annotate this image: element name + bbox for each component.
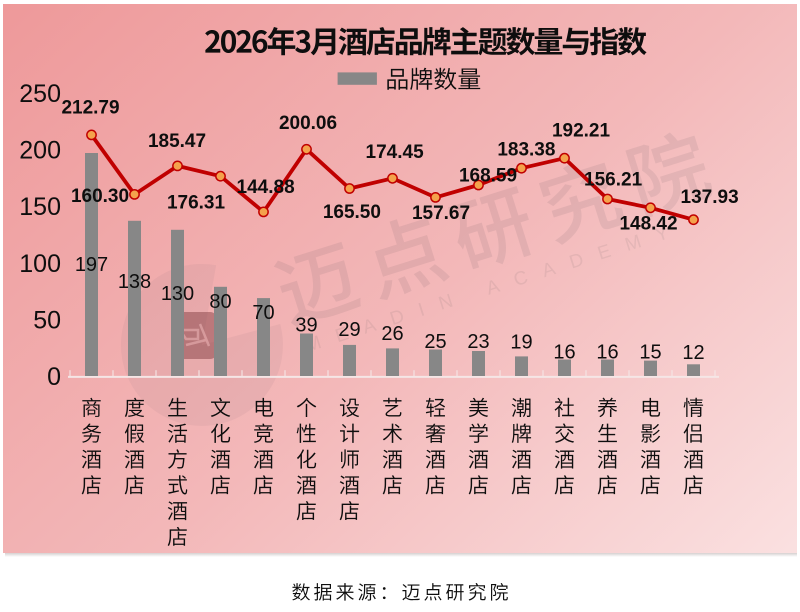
svg-text:160.30: 160.30 [71, 186, 129, 207]
svg-text:0: 0 [47, 363, 61, 391]
svg-text:15: 15 [639, 342, 661, 364]
svg-text:80: 80 [209, 291, 231, 313]
svg-text:150: 150 [19, 193, 61, 221]
svg-text:100: 100 [19, 250, 61, 278]
svg-text:200: 200 [19, 137, 61, 165]
svg-text:144.88: 144.88 [237, 177, 295, 198]
svg-text:192.21: 192.21 [552, 121, 611, 142]
svg-text:130: 130 [161, 283, 194, 305]
svg-text:137.93: 137.93 [681, 187, 739, 208]
svg-text:185.47: 185.47 [148, 131, 206, 152]
svg-text:174.45: 174.45 [366, 142, 425, 163]
svg-text:197: 197 [75, 254, 108, 276]
svg-text:138: 138 [118, 271, 151, 293]
svg-text:29: 29 [338, 319, 360, 341]
svg-text:212.79: 212.79 [61, 97, 119, 118]
svg-text:19: 19 [510, 332, 532, 354]
svg-text:168.59: 168.59 [459, 166, 517, 187]
svg-text:25: 25 [424, 331, 446, 353]
svg-text:156.21: 156.21 [584, 170, 643, 191]
svg-text:23: 23 [467, 331, 489, 353]
svg-text:183.38: 183.38 [497, 140, 555, 161]
svg-text:26: 26 [381, 323, 403, 345]
svg-text:200.06: 200.06 [279, 113, 337, 134]
svg-text:12: 12 [682, 342, 704, 364]
svg-text:165.50: 165.50 [323, 202, 381, 223]
svg-text:70: 70 [252, 302, 274, 324]
svg-text:148.42: 148.42 [619, 214, 677, 235]
svg-text:176.31: 176.31 [167, 192, 226, 213]
svg-text:250: 250 [19, 80, 61, 108]
svg-text:39: 39 [295, 315, 317, 337]
svg-text:16: 16 [553, 342, 575, 364]
svg-text:16: 16 [596, 342, 618, 364]
svg-text:157.67: 157.67 [412, 203, 470, 224]
svg-text:50: 50 [33, 307, 61, 335]
